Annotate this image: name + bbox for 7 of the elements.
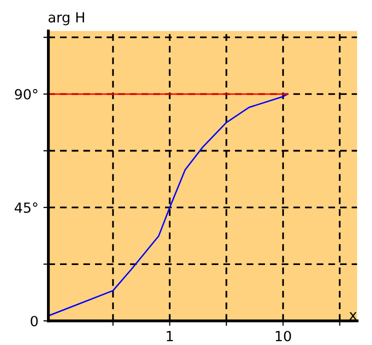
x-tick-label: 10 <box>276 330 291 342</box>
y-tick-label: 0 <box>30 316 38 326</box>
y-tick-label: 45° <box>14 202 38 213</box>
y-tick-label: 90° <box>14 89 38 100</box>
x-axis-title: x <box>349 312 357 320</box>
y-axis-title: arg H <box>48 12 84 26</box>
x-tick-label: 1 <box>166 331 173 342</box>
